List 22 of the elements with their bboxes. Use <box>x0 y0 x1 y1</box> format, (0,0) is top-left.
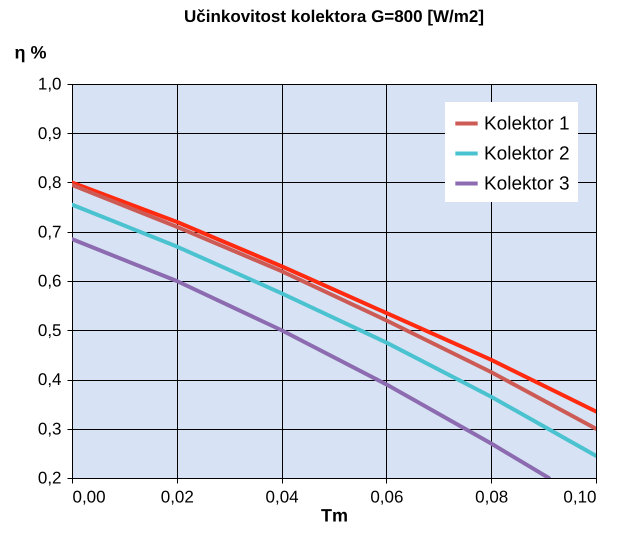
x-tick-label: 0,08 <box>475 488 508 506</box>
y-tick-label: 0,9 <box>38 124 62 143</box>
legend-label: Kolektor 1 <box>484 114 570 134</box>
chart-title: Učinkovitost kolektora G=800 [W/m2] <box>184 7 484 26</box>
y-tick-label: 1,0 <box>38 74 62 94</box>
line-series <box>72 237 551 478</box>
y-tick-label: 0,2 <box>38 468 62 488</box>
y-tick-label: 0,7 <box>38 222 62 242</box>
x-axis-title: Tm <box>321 506 348 526</box>
x-tick-label: 0,02 <box>160 488 194 506</box>
y-axis-title: η % <box>14 42 47 62</box>
x-tick-label: 0,06 <box>370 488 404 506</box>
legend-label: Kolektor 3 <box>484 174 570 194</box>
legend-label: Kolektor 2 <box>484 144 570 164</box>
x-tick-label: 0,00 <box>72 488 106 506</box>
y-tick-label: 0,8 <box>38 173 62 192</box>
y-tick-label: 0,3 <box>38 419 62 438</box>
y-tick-label: 0,4 <box>38 370 62 389</box>
y-tick-label: 0,5 <box>38 320 62 340</box>
x-tick-label: 0,10 <box>563 488 596 506</box>
y-tick-label: 0,6 <box>38 272 62 290</box>
x-tick-label: 0,04 <box>266 488 299 506</box>
